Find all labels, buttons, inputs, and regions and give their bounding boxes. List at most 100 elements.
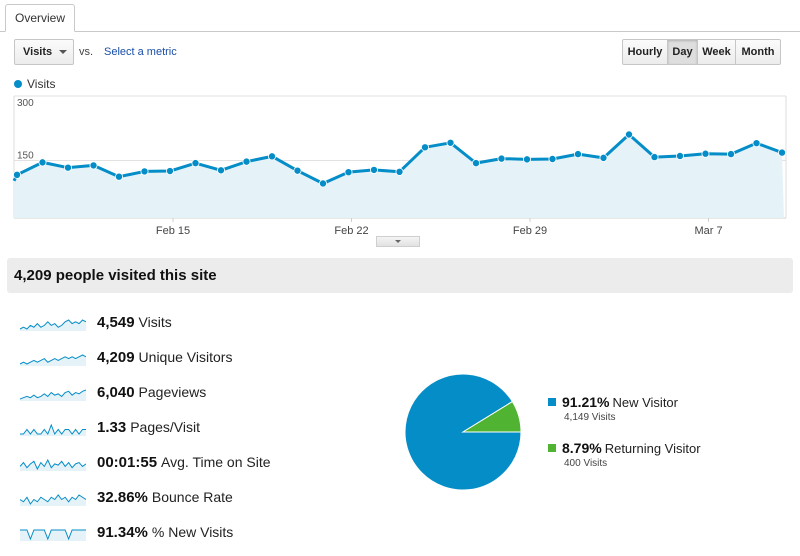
metric-row[interactable]: 4,549 Visits — [20, 311, 172, 333]
data-point — [497, 154, 506, 163]
data-point — [64, 163, 73, 172]
chevron-down-icon — [59, 50, 67, 54]
y-tick-label: 300 — [17, 98, 34, 109]
series-dot-icon — [14, 80, 22, 88]
pie-name: Returning Visitor — [604, 441, 701, 456]
metric-label: Unique Visitors — [138, 349, 233, 365]
legend-swatch-icon — [548, 398, 556, 406]
data-point — [752, 139, 761, 148]
data-point — [165, 167, 174, 176]
data-point — [369, 165, 378, 174]
sparkline — [20, 319, 86, 331]
metric-value: 91.34% — [97, 523, 148, 541]
pie-legend-new: 91.21% New Visitor 4,149 Visits — [548, 394, 678, 423]
sparkline — [20, 494, 86, 506]
metric-label: % New Visits — [151, 524, 234, 540]
vs-label: vs. — [79, 46, 94, 58]
pie-percent: 8.79% — [562, 440, 602, 456]
sparkline — [20, 354, 86, 366]
day-button[interactable]: Day — [667, 39, 698, 65]
data-point — [140, 167, 149, 176]
data-point — [676, 151, 685, 160]
visitor-type-pie — [404, 373, 522, 491]
data-point — [242, 157, 251, 166]
data-point — [12, 170, 21, 179]
metric-row[interactable]: 91.34%% New Visits — [20, 521, 233, 543]
collapse-chart-button[interactable] — [376, 236, 420, 247]
data-point — [471, 159, 480, 168]
data-point — [216, 166, 225, 175]
legend-label: Visits — [27, 77, 56, 91]
sparkline-area — [20, 320, 86, 331]
data-point — [548, 154, 557, 163]
x-tick-label: Feb 29 — [513, 225, 547, 237]
date-granularity-group: Hourly Day Week Month — [622, 39, 781, 65]
chevron-down-icon — [395, 240, 401, 243]
data-point — [574, 150, 583, 159]
metric-row[interactable]: 1.33 Pages/Visit — [20, 416, 200, 438]
pie-slice-returning-visitor — [461, 400, 522, 433]
data-point — [267, 152, 276, 161]
pie-legend-returning: 8.79% Returning Visitor 400 Visits — [548, 440, 701, 469]
data-point — [523, 155, 532, 164]
sparkline-area — [20, 495, 86, 506]
x-tick-label: Feb 15 — [156, 225, 190, 237]
legend-swatch-icon — [548, 444, 556, 452]
data-point — [446, 138, 455, 147]
data-point — [115, 172, 124, 181]
x-tick-label: Mar 7 — [694, 225, 722, 237]
y-tick-label: 150 — [17, 151, 34, 162]
metric-label: Pageviews — [138, 384, 207, 400]
metric-dropdown-label: Visits — [23, 46, 53, 58]
summary-title: 4,209 people visited this site — [7, 258, 793, 293]
metric-dropdown[interactable]: Visits — [14, 39, 74, 65]
sparkline — [20, 458, 86, 471]
metric-value: 4,549 — [97, 313, 135, 331]
metric-value: 4,209 — [97, 348, 135, 366]
x-tick-label: Feb 22 — [334, 225, 368, 237]
data-point — [701, 149, 710, 158]
tab-overview[interactable]: Overview — [5, 4, 76, 32]
series-line — [12, 133, 783, 185]
data-point — [599, 153, 608, 162]
metric-label: Avg. Time on Site — [161, 454, 271, 470]
data-point — [727, 150, 736, 159]
sparkline — [20, 389, 86, 401]
data-point — [38, 158, 47, 167]
select-metric-link[interactable]: Select a metric — [104, 46, 177, 58]
sparkline-line — [20, 494, 86, 505]
series-area — [14, 134, 784, 218]
metric-value: 6,040 — [97, 383, 135, 401]
metric-value: 1.33 — [97, 418, 127, 436]
pie-visits: 400 Visits — [564, 458, 608, 469]
sparkline-line — [20, 458, 86, 471]
pie-percent: 91.21% — [562, 394, 610, 410]
metric-row[interactable]: 32.86% Bounce Rate — [20, 486, 233, 508]
pie-visits: 4,149 Visits — [564, 412, 616, 423]
data-point — [625, 130, 634, 139]
metric-label: Pages/Visit — [130, 419, 200, 435]
week-button[interactable]: Week — [697, 39, 736, 65]
sparkline-area — [20, 530, 86, 541]
sparkline-line — [20, 319, 86, 330]
metric-value: 32.86% — [97, 488, 148, 506]
metric-row[interactable]: 00:01:55 Avg. Time on Site — [20, 451, 271, 473]
metric-row[interactable]: 4,209 Unique Visitors — [20, 346, 232, 368]
sparkline-line — [20, 389, 86, 400]
month-button[interactable]: Month — [735, 39, 781, 65]
data-point — [650, 153, 659, 162]
sparkline-area — [20, 390, 86, 401]
data-point — [420, 143, 429, 152]
sparkline — [20, 529, 86, 541]
sparkline-line — [20, 423, 86, 436]
metric-label: Visits — [138, 314, 172, 330]
data-point — [89, 161, 98, 170]
data-point — [395, 167, 404, 176]
metric-row[interactable]: 6,040 Pageviews — [20, 381, 206, 403]
chart-legend: Visits — [14, 77, 55, 91]
sparkline-line — [20, 354, 86, 365]
visits-chart: 300 150 Feb 15 Feb 22 Feb 29 Mar 7 — [12, 95, 787, 237]
data-point — [191, 159, 200, 168]
hourly-button[interactable]: Hourly — [622, 39, 668, 65]
data-point — [318, 179, 327, 188]
